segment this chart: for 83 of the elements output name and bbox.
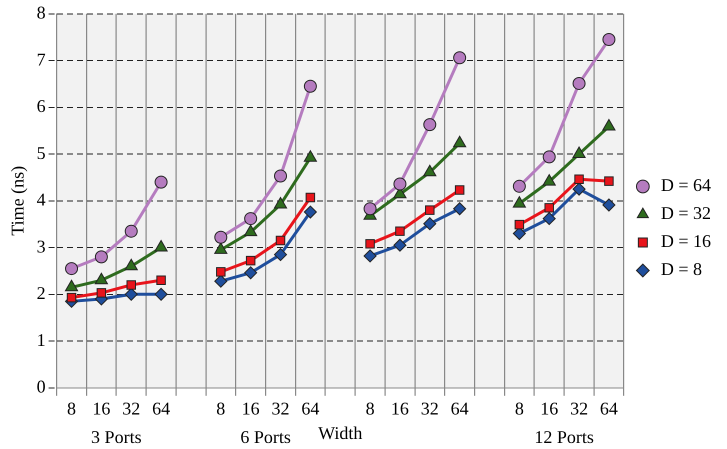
- x-tick-label: 8: [216, 398, 226, 418]
- point: [304, 80, 317, 93]
- y-tick-label: 2: [36, 283, 46, 304]
- point: [572, 146, 586, 158]
- y-tick-label: 5: [36, 142, 46, 163]
- point: [393, 238, 406, 252]
- point: [274, 197, 288, 209]
- x-tick-label: 8: [67, 398, 76, 418]
- point: [246, 256, 256, 266]
- point: [94, 250, 108, 264]
- legend-label: D = 32: [660, 203, 712, 224]
- point: [572, 182, 586, 196]
- point: [216, 267, 226, 277]
- point: [572, 76, 586, 90]
- text: 12 Ports: [534, 427, 594, 447]
- point: [156, 276, 166, 286]
- point: [393, 177, 406, 190]
- text: 6 Ports: [240, 427, 291, 447]
- point: [544, 203, 554, 213]
- point: [274, 170, 288, 183]
- point: [512, 227, 526, 240]
- x-tick-label: 8: [366, 398, 375, 418]
- x-tick-label: 32: [122, 398, 140, 418]
- y-tick-label: 0: [36, 376, 46, 397]
- x-axis-title: Width: [318, 422, 362, 443]
- y-tick-label: 3: [36, 236, 46, 256]
- x-tick-label: 32: [272, 398, 290, 418]
- point: [542, 150, 556, 164]
- x-tick-label: 16: [390, 398, 409, 418]
- y-tick-label: 8: [36, 2, 46, 23]
- point: [395, 226, 405, 236]
- point: [604, 176, 614, 186]
- point: [514, 220, 524, 230]
- point: [365, 239, 375, 249]
- text: 3 Ports: [91, 427, 142, 447]
- point: [214, 274, 228, 288]
- y-axis-title: Time (ns): [8, 166, 28, 236]
- x-tick-label: 32: [570, 398, 588, 418]
- y-tick-label: 1: [36, 330, 46, 350]
- x-tick-label: 64: [152, 398, 170, 418]
- point: [602, 33, 616, 46]
- point: [453, 202, 466, 216]
- x-tick-label: 16: [242, 398, 260, 418]
- point: [542, 212, 556, 226]
- point: [65, 262, 78, 276]
- point: [274, 248, 288, 262]
- point: [602, 198, 616, 212]
- legend-label: D = 8: [660, 259, 702, 280]
- point: [124, 224, 138, 238]
- point: [364, 202, 377, 216]
- point: [453, 51, 466, 64]
- x-tick-label: 64: [450, 398, 469, 418]
- point: [244, 266, 258, 280]
- legend-label: D = 64: [660, 175, 712, 196]
- point: [124, 288, 138, 301]
- point: [126, 280, 136, 290]
- point: [154, 176, 168, 189]
- point: [154, 288, 168, 301]
- point: [214, 230, 228, 244]
- y-tick-label: 4: [36, 190, 46, 210]
- point: [276, 236, 286, 246]
- point: [512, 180, 526, 193]
- y-tick-label: 6: [36, 96, 46, 116]
- x-tick-label: 64: [600, 398, 618, 418]
- point: [244, 212, 258, 226]
- point: [304, 206, 317, 219]
- point: [454, 185, 464, 195]
- y-tick-label: 7: [36, 49, 46, 70]
- point: [423, 118, 436, 132]
- point: [423, 217, 436, 230]
- point: [66, 292, 76, 302]
- point: [574, 174, 584, 184]
- point: [154, 240, 168, 252]
- x-tick-label: 16: [92, 398, 110, 418]
- x-tick-label: 8: [514, 398, 524, 418]
- legend-label: D = 16: [660, 231, 712, 252]
- point: [364, 249, 377, 262]
- point: [96, 288, 106, 298]
- x-tick-label: 16: [540, 398, 558, 418]
- x-tick-label: 64: [301, 398, 320, 418]
- point: [306, 192, 316, 202]
- x-tick-label: 32: [420, 398, 439, 418]
- point: [425, 205, 435, 215]
